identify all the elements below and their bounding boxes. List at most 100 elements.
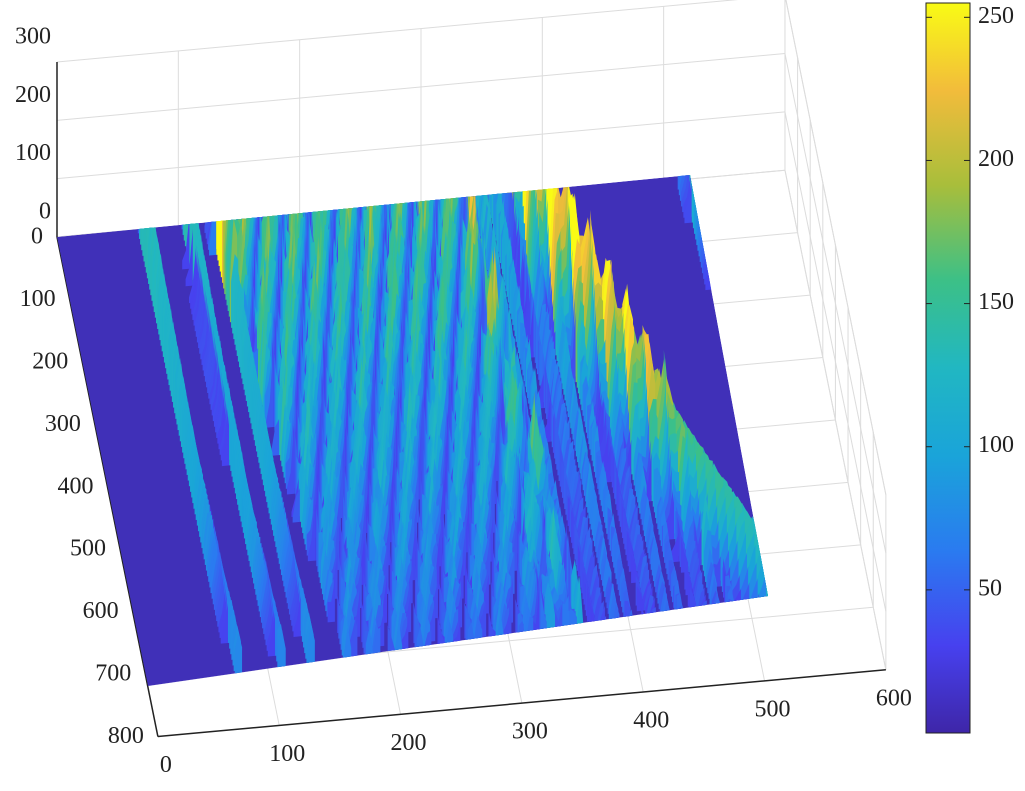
surface-patch: [401, 621, 409, 656]
surface-patch: [320, 175, 329, 223]
surface-patch: [505, 175, 513, 217]
surface-patch: [765, 561, 768, 588]
grid-line-z-back: [56, 53, 786, 121]
surface-patch: [707, 175, 715, 227]
surface-patch: [271, 418, 280, 456]
surface-patch: [631, 554, 639, 584]
surface-patch: [649, 613, 658, 639]
surface-patch: [772, 545, 779, 621]
surface-patch: [700, 604, 708, 634]
surface-patch: [724, 229, 732, 312]
surface-patch: [719, 265, 727, 324]
surface-patch: [299, 175, 307, 225]
colorbar-gradient: [925, 2, 971, 734]
surface-patch: [517, 250, 525, 314]
surface-patch: [292, 488, 300, 523]
surface-patch: [714, 176, 722, 261]
surface-patch: [715, 604, 723, 633]
surface-patch: [714, 225, 723, 301]
y-tick-label: 0: [31, 224, 43, 250]
surface-patch: [297, 179, 306, 219]
x-tick-label: 0: [160, 752, 172, 778]
surface-patch: [712, 210, 720, 290]
surface-patch: [307, 498, 316, 562]
surface-patch: [255, 175, 263, 229]
surface-patch: [705, 175, 714, 256]
colorbar-tick-label: 250: [978, 3, 1014, 29]
surface-patch: [364, 175, 372, 219]
surface-patch: [693, 610, 701, 635]
surface-patch: [701, 175, 709, 234]
surface-patch: [703, 175, 711, 245]
surface-patch: [209, 175, 217, 256]
surface-patch: [725, 239, 733, 317]
surface-patch: [495, 175, 503, 207]
x-tick-label: 200: [391, 730, 427, 756]
surface-patch: [722, 217, 730, 300]
surface-patch: [220, 602, 228, 644]
surface-patch: [291, 175, 300, 225]
surface-patch: [725, 312, 733, 352]
surface-patch: [778, 558, 785, 615]
surface-patch: [713, 218, 722, 296]
x-tick-label: 500: [755, 696, 791, 722]
surface-patch: [716, 186, 724, 272]
surface-patch: [710, 175, 719, 244]
surface-patch: [728, 598, 736, 626]
surface-patch: [715, 181, 723, 267]
grid-line-z-back: [56, 0, 739, 63]
surface-patch: [711, 175, 720, 250]
surface-patch: [702, 175, 711, 205]
surface-patch: [401, 175, 409, 215]
x-tick-label: 100: [269, 741, 305, 767]
surface-patch: [210, 175, 218, 227]
surface-patch: [730, 259, 738, 340]
x-tick-label: 600: [876, 685, 912, 711]
colorbar-tick-label: 150: [978, 289, 1014, 315]
surface-patch: [786, 582, 793, 615]
surface-patch: [695, 175, 703, 206]
surface-patch: [185, 228, 193, 287]
surface-patch: [671, 532, 679, 563]
colorbar-tick-label: 50: [978, 575, 1002, 601]
surface-patch: [704, 175, 712, 211]
surface-patch: [636, 585, 645, 612]
surface-patch: [293, 594, 301, 637]
z-tick-label: 300: [15, 24, 51, 50]
surface-patch: [733, 284, 741, 357]
surface-patch: [738, 316, 746, 379]
surface-patch: [709, 175, 718, 239]
surface-patch: [727, 249, 736, 329]
surface-patch: [729, 255, 737, 334]
colorbar-tick-label: 200: [978, 146, 1014, 172]
surface-patch: [219, 175, 227, 232]
surface-patch: [678, 604, 687, 636]
surface-patch: [769, 548, 776, 604]
surface-patch: [719, 206, 728, 289]
surface-patch: [214, 175, 222, 244]
surface-patch: [700, 175, 708, 228]
surface-patch: [601, 430, 609, 472]
surface-patch: [501, 175, 510, 200]
surface-patch: [735, 298, 744, 368]
surface-patch: [642, 612, 650, 640]
surface-patch: [628, 536, 637, 572]
surface-patch: [226, 175, 234, 232]
surface-patch: [327, 579, 335, 623]
y-tick-label: 100: [20, 286, 56, 312]
grid-line-z-back: [56, 111, 786, 180]
surface-patch: [697, 175, 706, 217]
surface-patch: [780, 555, 787, 621]
surface-patch: [211, 175, 220, 233]
surface-patch: [562, 609, 570, 647]
surface-patch: [767, 553, 768, 600]
surface-patch: [278, 629, 286, 673]
surface-patch: [262, 175, 271, 228]
y-tick-label: 300: [45, 411, 81, 437]
surface-patch: [699, 175, 707, 188]
surface-patch: [510, 175, 518, 205]
surface-patch: [408, 175, 416, 215]
surface-patch: [266, 347, 274, 428]
surface-patch: [708, 175, 716, 233]
surface-patch: [717, 245, 725, 312]
